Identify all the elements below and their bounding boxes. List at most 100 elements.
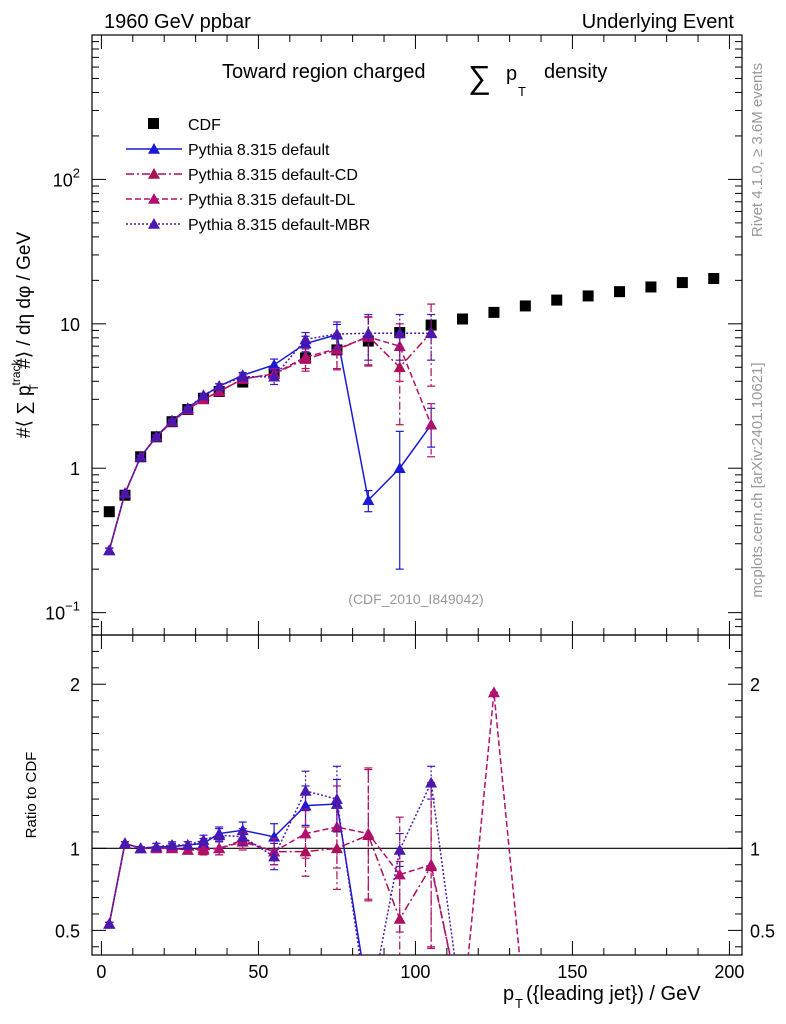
pythia-8-315-default-dl-ratio-point <box>425 858 438 870</box>
pythia-8-315-default-mbr-point <box>330 328 343 339</box>
ratio-y-tick-label: 0.5 <box>55 921 80 941</box>
analysis-label: (CDF_2010_I849042) <box>348 591 483 607</box>
pythia-8-315-default-mbr-point <box>393 327 406 339</box>
cdf-point <box>614 286 626 298</box>
pythia-8-315-default-dl-ratio-point <box>393 868 406 880</box>
pythia-8-315-default-ratio-line <box>108 803 362 955</box>
svg-text:Toward region charged: Toward region charged <box>222 61 425 83</box>
y-tick-label: 1 <box>70 459 80 479</box>
pythia-8-315-default-mbr-point <box>166 414 179 426</box>
legend-marker-pythia-8-315-default <box>148 143 160 154</box>
y-axis-label: #⟨ ∑ ptrackT #⟩ / dη dφ / GeV <box>9 232 41 439</box>
pythia-8-315-default-dl-ratio-line <box>108 692 521 955</box>
cdf-point <box>457 313 469 325</box>
pythia-8-315-default-mbr-ratio-point <box>425 776 438 788</box>
legend-label: CDF <box>188 117 221 134</box>
svg-text:∑: ∑ <box>468 59 491 95</box>
cdf-point <box>551 294 563 306</box>
header-right: Underlying Event <box>582 11 735 33</box>
pythia-8-315-default-dl-point <box>393 340 406 351</box>
legend-marker-pythia-8-315-default-mbr <box>148 218 160 229</box>
ratio-y-tick-label-right: 2 <box>750 675 760 695</box>
ratio-y-tick-label: 1 <box>70 839 80 859</box>
cdf-point <box>645 281 657 293</box>
svg-text:T: T <box>515 996 523 1011</box>
y-tick-label: 10−1 <box>45 599 80 624</box>
pythia-8-315-default-cd-point <box>393 361 406 373</box>
pythia-8-315-default-mbr-point <box>362 327 375 339</box>
ratio-y-label: Ratio to CDF <box>23 752 40 839</box>
pythia-8-315-default-mbr-point <box>268 370 281 382</box>
legend-label: Pythia 8.315 default-CD <box>188 167 358 184</box>
pythia-8-315-default-dl-ratio-point <box>362 827 375 839</box>
svg-text:#⟨ ∑ ptrackT #⟩ / dη dφ / GeV: #⟨ ∑ ptrackT #⟩ / dη dφ / GeV <box>9 232 41 439</box>
pythia-8-315-default-dl-ratio-point <box>213 842 226 854</box>
pythia-8-315-default-point <box>393 462 406 474</box>
legend-marker-cdf <box>148 118 159 129</box>
svg-text:({leading jet}) / GeV: ({leading jet}) / GeV <box>526 983 701 1005</box>
legend-marker-pythia-8-315-default-cd <box>148 168 160 179</box>
svg-text:p: p <box>503 983 514 1005</box>
pythia-8-315-default-dl-ratio-point <box>487 686 500 698</box>
x-tick-label: 200 <box>714 962 744 982</box>
x-axis-label: p T ({leading jet}) / GeV <box>503 983 701 1011</box>
pythia-8-315-default-mbr-point <box>236 370 249 382</box>
pythia-8-315-default-mbr-ratio-point <box>268 850 281 862</box>
pythia-8-315-default-cd-line <box>108 332 432 551</box>
pythia-8-315-default-mbr-point <box>213 380 226 391</box>
pythia-8-315-default-dl-point <box>299 350 312 362</box>
pythia-8-315-default-mbr-point <box>150 430 163 442</box>
pythia-8-315-default-mbr-ratio-point <box>330 793 343 804</box>
pythia-8-315-default-cd-ratio-point <box>330 842 343 854</box>
pythia-8-315-default-cd-ratio-point <box>299 845 312 857</box>
pythia-8-315-default-mbr-ratio-point <box>299 784 312 796</box>
x-tick-label: 50 <box>248 962 268 982</box>
x-tick-label: 100 <box>400 962 430 982</box>
ratio-y-tick-label-right: 1 <box>750 839 760 859</box>
pythia-8-315-default-ratio-point <box>362 993 374 1004</box>
rivet-label: Rivet 4.1.0, ≥ 3.6M events <box>749 63 766 237</box>
y-tick-label: 10 <box>60 315 80 335</box>
pythia-8-315-default-dl-point <box>425 418 438 430</box>
pythia-8-315-default-mbr-ratio-point <box>197 834 210 845</box>
header-left: 1960 GeV ppbar <box>104 11 251 33</box>
pythia-8-315-default-ratio-point <box>394 988 406 999</box>
cdf-point <box>488 306 500 318</box>
pythia-8-315-default-mbr-ratio-point <box>393 843 406 855</box>
plot-title: Toward region charged ∑ p T density <box>222 59 607 99</box>
mcplots-label: mcplots.cern.ch [arXiv:2401.10621] <box>749 362 766 597</box>
pythia-8-315-default-mbr-point <box>197 389 210 401</box>
ratio-frame <box>91 634 743 956</box>
pythia-8-315-default-point <box>362 494 375 506</box>
cdf-point <box>676 277 688 289</box>
x-tick-label: 150 <box>557 962 587 982</box>
svg-text:T: T <box>518 84 526 99</box>
pythia-8-315-default-dl-ratio-point <box>197 842 210 854</box>
ratio-y-tick-label: 2 <box>70 675 80 695</box>
svg-text:p: p <box>506 63 517 85</box>
pythia-8-315-default-mbr-ratio-point <box>150 840 163 852</box>
pythia-8-315-default-mbr-point <box>103 544 116 556</box>
pythia-8-315-default-mbr-point <box>299 333 312 345</box>
pythia-8-315-default-mbr-point <box>181 402 194 414</box>
legend-label: Pythia 8.315 default-DL <box>188 192 355 209</box>
x-tick-label: 0 <box>96 962 106 982</box>
pythia-8-315-default-mbr-point <box>134 450 147 462</box>
cdf-point <box>582 290 594 302</box>
y-tick-label: 102 <box>53 165 80 190</box>
pythia-8-315-default-mbr-point <box>118 487 131 499</box>
svg-text:density: density <box>544 61 607 83</box>
pythia-8-315-default-mbr-ratio-point <box>103 917 116 929</box>
pythia-8-315-default-mbr-ratio-point <box>181 839 194 850</box>
pythia-8-315-default-point <box>268 358 281 370</box>
pythia-8-315-default-cd-ratio-line <box>108 834 451 955</box>
cdf-point <box>103 506 115 518</box>
legend-marker-pythia-8-315-default-dl <box>148 193 160 204</box>
pythia-8-315-default-mbr-ratio-point <box>118 837 131 849</box>
ratio-y-tick-label-right: 0.5 <box>750 921 775 941</box>
pythia-8-315-default-mbr-ratio-point <box>213 829 226 841</box>
cdf-point <box>519 300 531 312</box>
pythia-8-315-default-mbr-point <box>425 327 438 339</box>
pythia-8-315-default-mbr-ratio-point <box>236 830 249 842</box>
